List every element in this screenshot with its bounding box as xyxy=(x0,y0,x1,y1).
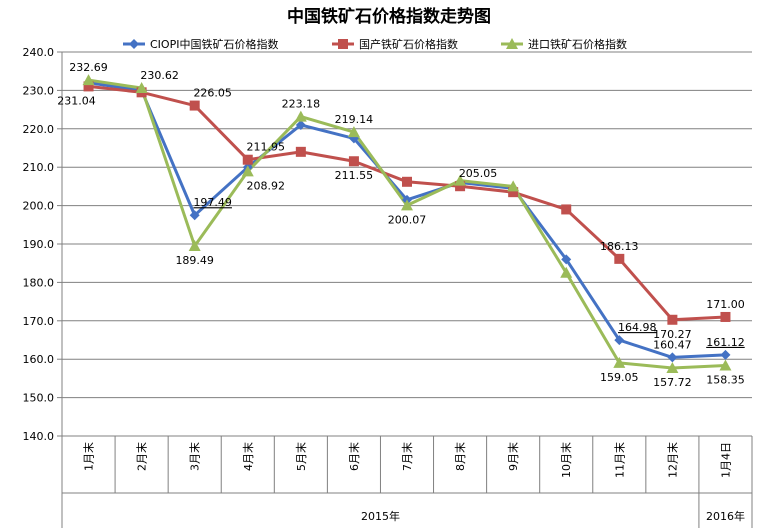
category-label: 6月末 xyxy=(347,442,361,471)
data-label: 231.04 xyxy=(57,94,96,107)
square-marker xyxy=(83,81,94,92)
data-label: 164.98 xyxy=(618,321,657,334)
triangle-marker xyxy=(294,110,307,122)
legend-label: CIOPI中国铁矿石价格指数 xyxy=(150,37,278,51)
category-label: 1月4日 xyxy=(719,442,732,478)
y-tick-label: 170.0 xyxy=(23,315,55,328)
data-label: 232.69 xyxy=(69,61,108,74)
data-label: 197.49 xyxy=(193,196,232,209)
triangle-marker xyxy=(82,74,95,86)
diamond-marker xyxy=(561,254,572,265)
square-marker xyxy=(402,176,412,187)
square-marker xyxy=(667,314,678,325)
category-label: 7月末 xyxy=(400,442,414,471)
y-tick-label: 230.0 xyxy=(23,84,55,97)
data-label: 160.47 xyxy=(653,338,692,351)
data-label: 161.12 xyxy=(706,336,745,349)
data-label: 230.62 xyxy=(140,69,179,82)
y-tick-label: 200.0 xyxy=(23,200,55,213)
category-label: 4月末 xyxy=(241,442,255,471)
triangle-marker xyxy=(666,361,679,373)
square-marker xyxy=(508,187,519,198)
data-label: 219.14 xyxy=(335,113,374,126)
y-tick-label: 210.0 xyxy=(23,161,55,174)
data-label: 208.92 xyxy=(247,179,286,192)
square-marker xyxy=(295,146,306,157)
data-label: 211.95 xyxy=(247,141,286,154)
triangle-marker xyxy=(719,359,732,371)
data-label: 189.49 xyxy=(175,254,214,267)
category-label: 5月末 xyxy=(294,442,308,471)
data-labels: 232.69 231.04 230.62 226.05 197.49 189.49 211.… xyxy=(57,61,744,389)
triangle-marker xyxy=(454,174,467,186)
square-marker xyxy=(189,100,200,111)
diamond-marker xyxy=(614,335,625,346)
triangle-marker xyxy=(506,38,518,49)
legend-label: 国产铁矿石价格指数 xyxy=(359,37,458,51)
triangle-marker xyxy=(613,356,626,368)
data-label: 186.13 xyxy=(600,240,639,253)
data-label: 157.72 xyxy=(653,376,692,389)
legend: CIOPI中国铁矿石价格指数 国产铁矿石价格指数 进口铁矿石价格指数 xyxy=(123,37,627,51)
data-label: 171.00 xyxy=(706,298,745,311)
y-tick-label: 160.0 xyxy=(23,353,55,366)
category-label: 3月末 xyxy=(188,442,202,471)
square-marker xyxy=(614,253,625,264)
square-marker xyxy=(348,156,359,167)
data-label: 159.05 xyxy=(600,371,639,384)
triangle-marker xyxy=(135,82,148,94)
triangle-marker xyxy=(347,126,360,138)
data-label: 200.07 xyxy=(388,213,427,226)
gridlines xyxy=(62,51,752,437)
data-label: 158.35 xyxy=(706,374,745,387)
diamond-marker xyxy=(189,210,200,221)
data-label: 226.05 xyxy=(193,87,232,100)
y-tick-label: 190.0 xyxy=(23,238,55,251)
data-label: 211.55 xyxy=(335,169,374,182)
category-label: 9月末 xyxy=(506,442,520,471)
y-tick-label: 220.0 xyxy=(23,123,55,136)
category-label: 1月末 xyxy=(82,442,96,471)
triangle-marker xyxy=(188,239,201,251)
y-tick-label: 180.0 xyxy=(23,276,55,289)
category-label: 8月末 xyxy=(453,442,467,471)
diamond-marker xyxy=(295,119,306,130)
series-markers xyxy=(82,74,732,373)
triangle-marker xyxy=(507,180,520,192)
year-label: 2016年 xyxy=(706,509,745,523)
year-label: 2015年 xyxy=(361,509,400,523)
chart-title: 中国铁矿石价格指数走势图 xyxy=(287,6,491,27)
square-marker xyxy=(720,311,731,322)
y-tick-label: 240.0 xyxy=(23,46,55,59)
square-marker xyxy=(455,181,466,192)
triangle-marker xyxy=(241,165,254,177)
category-label: 11月末 xyxy=(612,442,626,478)
data-label: 170.27 xyxy=(653,328,692,341)
y-tick-label: 140.0 xyxy=(23,430,55,443)
diamond-marker xyxy=(667,352,678,363)
data-label: 223.18 xyxy=(282,98,321,111)
square-marker xyxy=(338,39,348,49)
axes: 140.0 150.0 160.0 170.0 180.0 190.0 200.0 210.0… xyxy=(23,46,753,528)
category-label: 10月末 xyxy=(559,442,573,478)
legend-label: 进口铁矿石价格指数 xyxy=(528,37,627,51)
triangle-marker xyxy=(560,266,573,278)
category-label: 12月末 xyxy=(665,442,679,478)
y-tick-label: 150.0 xyxy=(23,392,55,405)
square-marker xyxy=(561,204,572,215)
triangle-marker xyxy=(401,199,413,211)
square-marker xyxy=(242,154,253,165)
diamond-marker xyxy=(720,349,731,360)
diamond-marker xyxy=(129,39,139,49)
data-label: 205.05 xyxy=(459,167,498,180)
category-label: 2月末 xyxy=(135,442,149,471)
